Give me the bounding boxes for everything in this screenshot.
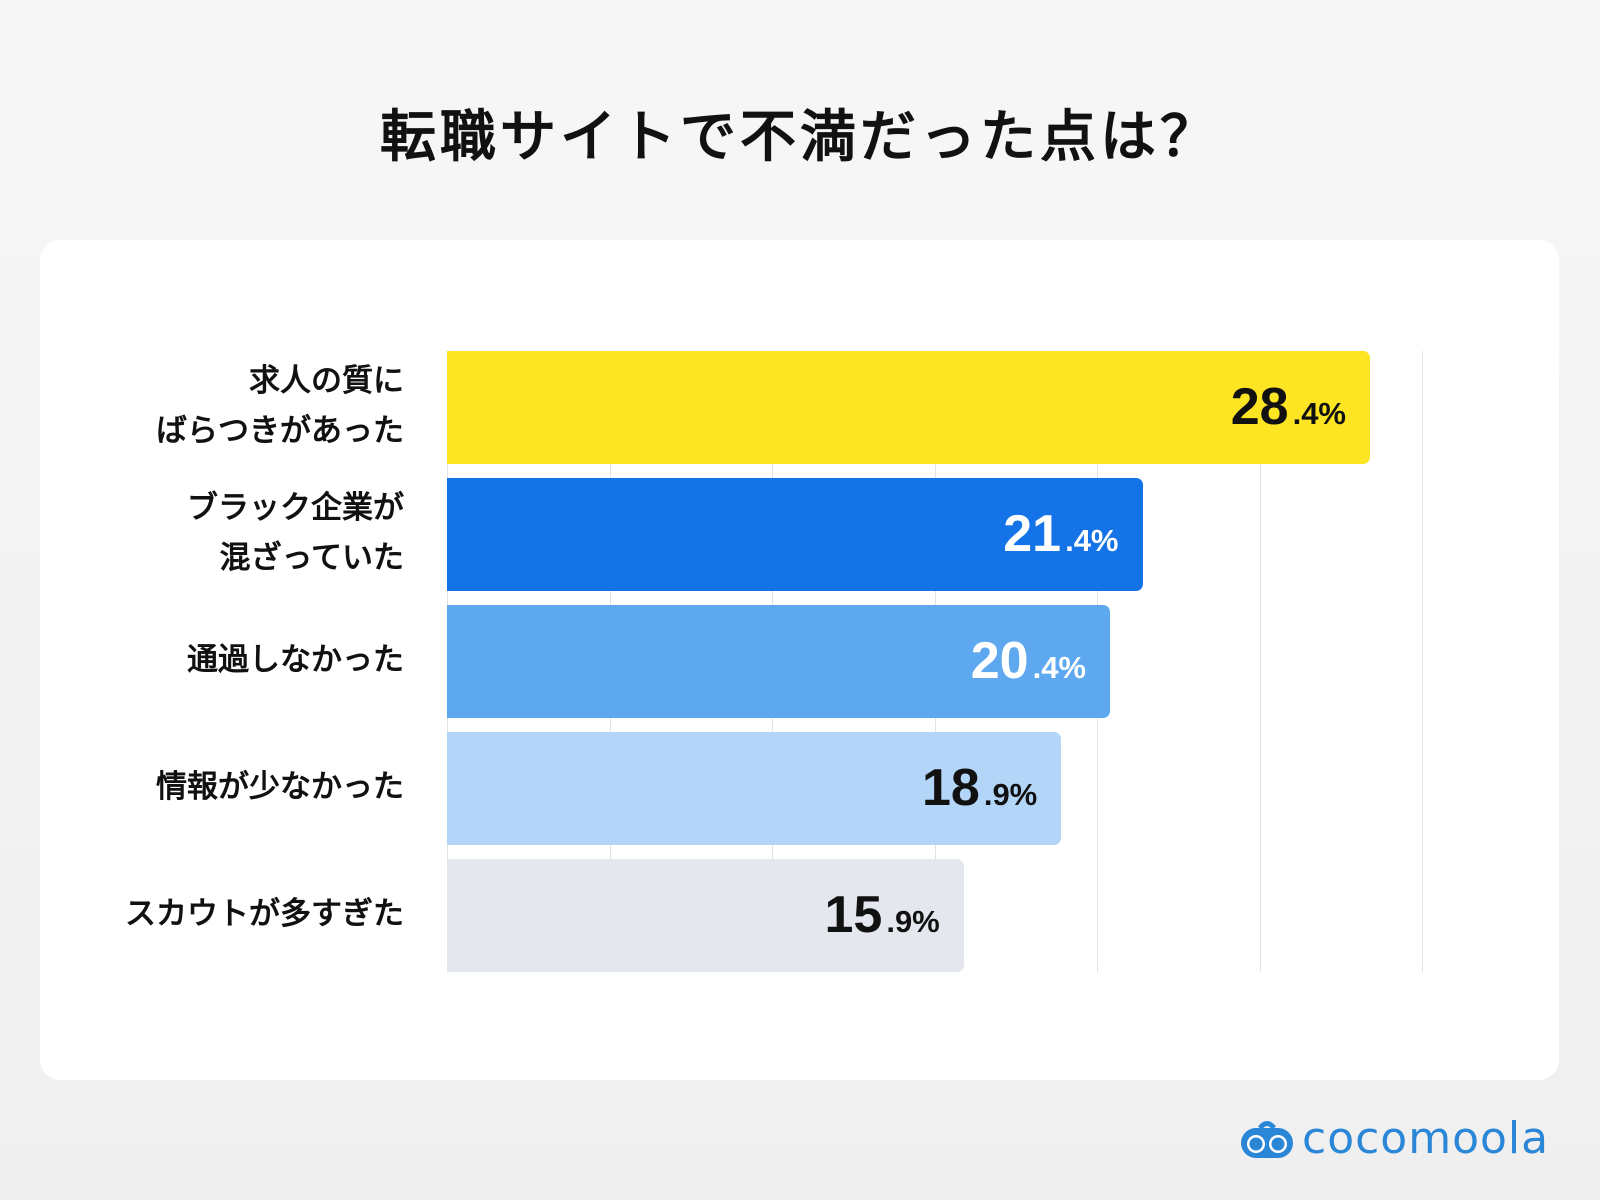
category-label: スカウトが多すぎた bbox=[125, 895, 404, 932]
bar bbox=[447, 732, 1062, 845]
bar bbox=[447, 859, 964, 972]
value-integer: 15 bbox=[824, 886, 883, 944]
value-decimal: .4% bbox=[1065, 523, 1119, 558]
bar bbox=[447, 351, 1370, 464]
value-label: 21.4% bbox=[1003, 504, 1118, 564]
chart-title: 転職サイトで不満だった点は？ bbox=[380, 105, 1220, 170]
bar bbox=[447, 605, 1110, 718]
category-label: 求人の質に ばらつきがあった bbox=[156, 362, 404, 449]
value-decimal: .9% bbox=[886, 904, 940, 939]
gridline bbox=[1422, 351, 1423, 972]
category-label: 情報が少なかった bbox=[156, 768, 404, 805]
value-integer: 20 bbox=[970, 632, 1029, 690]
brand-logo: cocomoola bbox=[1240, 1113, 1549, 1164]
gridline bbox=[1259, 351, 1261, 972]
value-integer: 18 bbox=[921, 759, 980, 817]
value-label: 15.9% bbox=[824, 885, 939, 945]
value-decimal: .4% bbox=[1292, 396, 1346, 431]
bar bbox=[447, 478, 1143, 591]
value-decimal: .9% bbox=[983, 777, 1038, 812]
cocomoola-logo-icon bbox=[1241, 1120, 1293, 1158]
value-label: 20.4% bbox=[971, 631, 1086, 691]
value-label: 18.9% bbox=[922, 758, 1037, 818]
value-label: 28.4% bbox=[1231, 377, 1346, 437]
category-label: ブラック企業が 混ざっていた bbox=[187, 489, 404, 576]
category-label: 通過しなかった bbox=[187, 641, 404, 678]
value-integer: 28 bbox=[1230, 378, 1289, 436]
value-decimal: .4% bbox=[1032, 650, 1086, 685]
value-integer: 21 bbox=[1003, 505, 1062, 563]
brand-name: cocomoola bbox=[1302, 1113, 1550, 1164]
